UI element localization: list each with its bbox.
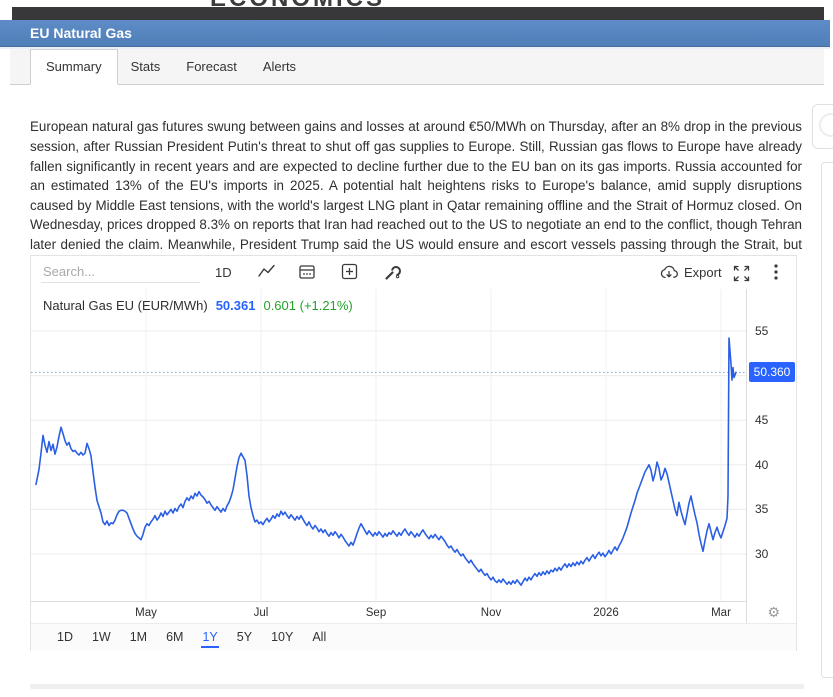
chart-plot-area[interactable]: [31, 289, 747, 601]
x-axis-tick: May: [135, 607, 157, 619]
timeframe-6m[interactable]: 6M: [165, 628, 184, 648]
search-input[interactable]: [41, 261, 200, 283]
x-axis-tick: Sep: [365, 607, 387, 619]
tab-bar: Summary Stats Forecast Alerts: [10, 49, 824, 85]
price-axis-border: [746, 289, 747, 623]
fullscreen-icon[interactable]: [731, 263, 752, 284]
header-divider: [0, 47, 830, 49]
price-chart-widget: 1D Export: [30, 255, 797, 651]
legend-change: 0.601 (+1.21%): [263, 298, 353, 313]
y-axis-tick: 55: [755, 324, 769, 338]
x-axis-tick: Mar: [711, 607, 731, 619]
export-label: Export: [684, 264, 722, 280]
timeframe-1w[interactable]: 1W: [91, 628, 112, 648]
legend-series-name: Natural Gas EU (EUR/MWh): [43, 298, 208, 313]
settings-wrench-icon[interactable]: [381, 261, 403, 283]
timeframe-5y[interactable]: 5Y: [236, 628, 253, 648]
y-axis-tick: 40: [755, 457, 769, 472]
summary-paragraph: European natural gas futures swung betwe…: [30, 119, 802, 271]
y-axis-tick: 45: [755, 413, 769, 428]
timeframe-1d[interactable]: 1D: [56, 628, 74, 648]
line-chart-icon[interactable]: [255, 261, 278, 282]
sidebar-panel-cutoff-main: [821, 162, 833, 678]
chart-legend: Natural Gas EU (EUR/MWh) 50.361 0.601 (+1.…: [43, 298, 353, 313]
legend-price: 50.361: [215, 298, 256, 313]
x-axis-tick: 2026: [593, 607, 619, 619]
timeframe-1m[interactable]: 1M: [129, 628, 148, 648]
page-title: EU Natural Gas: [30, 25, 132, 41]
timeframe-1y[interactable]: 1Y: [201, 628, 219, 648]
page-header: EU Natural Gas: [0, 20, 830, 47]
y-axis-tick: 30: [755, 547, 769, 561]
sidebar-panel-cutoff-top: [812, 104, 833, 149]
add-indicator-icon[interactable]: [339, 261, 360, 282]
timeframe-all[interactable]: All: [311, 628, 327, 648]
time-axis[interactable]: May Jul Sep Nov 2026 Mar: [31, 601, 747, 624]
calendar-icon[interactable]: [296, 261, 318, 282]
gear-icon[interactable]: ⚙: [767, 604, 780, 620]
interval-button[interactable]: 1D: [215, 265, 232, 280]
current-price-badge: 50.360: [749, 362, 795, 383]
price-axis[interactable]: 55 45 40 35 30 50.360: [747, 289, 797, 601]
timeframe-10y[interactable]: 10Y: [270, 628, 294, 648]
tab-stats[interactable]: Stats: [130, 59, 161, 74]
tab-forecast[interactable]: Forecast: [186, 59, 237, 74]
chart-svg: [31, 289, 746, 601]
sidebar-circle-icon: [819, 113, 833, 137]
trading-economics-logo: ECONOMICS: [210, 0, 510, 8]
tab-alerts[interactable]: Alerts: [262, 59, 297, 74]
x-axis-tick: Jul: [253, 607, 269, 619]
export-button[interactable]: Export: [657, 262, 724, 282]
x-axis-tick: Nov: [480, 607, 502, 619]
y-axis-tick: 35: [755, 502, 769, 517]
kebab-menu-icon[interactable]: [771, 261, 781, 283]
price-line-series: [35, 337, 737, 587]
section-divider: [30, 684, 804, 689]
timeframe-bar: 1D 1W 1M 6M 1Y 5Y 10Y All: [31, 623, 796, 651]
top-nav-bar: [12, 7, 824, 20]
tab-summary[interactable]: Summary: [30, 49, 118, 85]
cloud-download-icon: [659, 264, 679, 280]
chart-toolbar: 1D Export: [31, 256, 796, 288]
